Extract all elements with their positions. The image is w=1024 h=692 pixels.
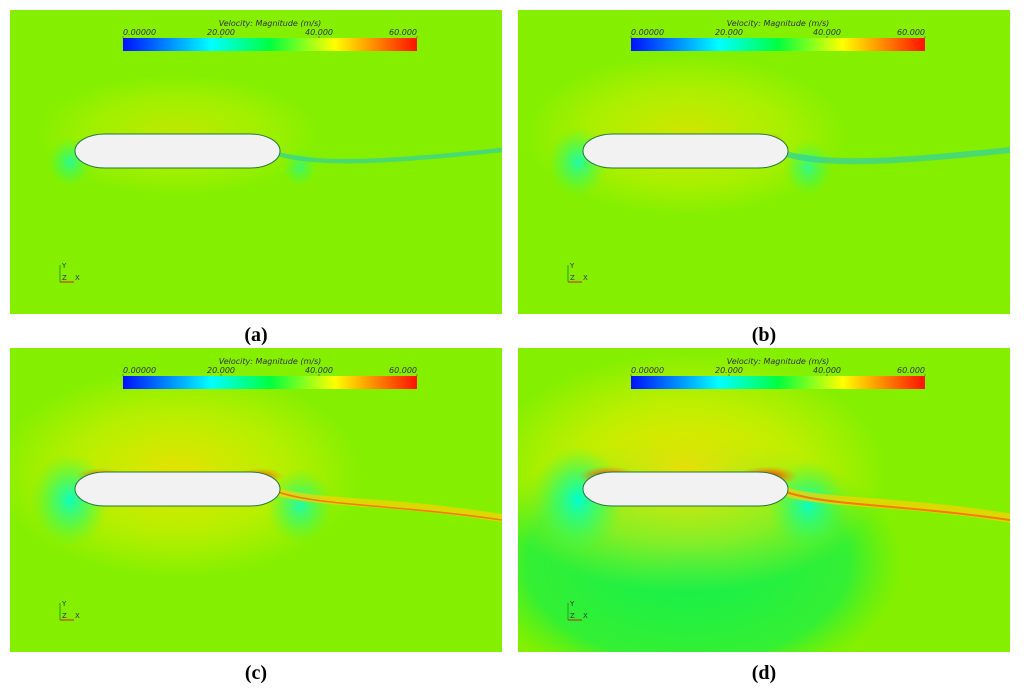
colorbar-tick-label: 0.00000 bbox=[631, 28, 664, 37]
colorbar-tick-label: 0.00000 bbox=[123, 28, 156, 37]
colorbar-tick-label: 60.000 bbox=[897, 366, 925, 375]
colorbar-tick-label: 40.000 bbox=[813, 28, 841, 37]
wake bbox=[785, 147, 1010, 165]
colorbar-tick-label: 40.000 bbox=[305, 28, 333, 37]
axis-y-label: Y bbox=[61, 600, 67, 608]
airfoil bbox=[74, 471, 281, 507]
axis-x-label: X bbox=[583, 274, 588, 282]
colorbar-tick-label: 40.000 bbox=[813, 366, 841, 375]
wake-core bbox=[785, 491, 1010, 521]
axis-z-label: Z bbox=[570, 612, 575, 620]
axis-x-label: X bbox=[583, 612, 588, 620]
colorbar-tick-label: 60.000 bbox=[389, 366, 417, 375]
colorbar bbox=[123, 376, 417, 389]
airfoil bbox=[582, 133, 789, 169]
panel: Velocity: Magnitude (m/s) 0.00000 20.000 40… bbox=[518, 10, 1010, 314]
colorbar-tick-label: 60.000 bbox=[897, 28, 925, 37]
colorbar bbox=[123, 38, 417, 51]
field bbox=[10, 348, 502, 652]
panel: Velocity: Magnitude (m/s) 0.00000 20.000 40… bbox=[518, 348, 1010, 652]
panel-caption: (b) bbox=[752, 324, 776, 346]
colorbar bbox=[631, 376, 925, 389]
colorbar-tick-label: 0.00000 bbox=[631, 366, 664, 375]
airfoil bbox=[582, 471, 789, 507]
colorbar-title: Velocity: Magnitude (m/s) bbox=[219, 19, 322, 28]
colorbar-title: Velocity: Magnitude (m/s) bbox=[727, 19, 830, 28]
axis-z-label: Z bbox=[62, 274, 67, 282]
colorbar-tick-label: 20.000 bbox=[207, 366, 235, 375]
te-region bbox=[783, 140, 833, 196]
colorbar-title: Velocity: Magnitude (m/s) bbox=[219, 357, 322, 366]
te-region bbox=[768, 461, 848, 551]
axis-y-label: Y bbox=[61, 262, 67, 270]
colorbar-tick-label: 20.000 bbox=[207, 28, 235, 37]
colorbar-tick-label: 20.000 bbox=[715, 366, 743, 375]
colorbar-tick-label: 60.000 bbox=[389, 28, 417, 37]
field bbox=[10, 10, 502, 314]
colorbar bbox=[631, 38, 925, 51]
field bbox=[518, 10, 1010, 314]
panel-caption: (d) bbox=[752, 662, 776, 684]
te-region bbox=[266, 468, 334, 544]
axis-y-label: Y bbox=[569, 262, 575, 270]
axis-z-label: Z bbox=[62, 612, 67, 620]
axis-x-label: X bbox=[75, 612, 80, 620]
colorbar-title: Velocity: Magnitude (m/s) bbox=[727, 357, 830, 366]
panel-caption: (a) bbox=[244, 324, 267, 346]
wake bbox=[277, 147, 502, 164]
airfoil bbox=[74, 133, 281, 169]
wake-core bbox=[277, 491, 502, 521]
colorbar-tick-label: 40.000 bbox=[305, 366, 333, 375]
panel-caption: (c) bbox=[245, 662, 267, 684]
field bbox=[518, 348, 1010, 652]
axis-z-label: Z bbox=[570, 274, 575, 282]
axis-x-label: X bbox=[75, 274, 80, 282]
panel: Velocity: Magnitude (m/s) 0.00000 20.000 40… bbox=[10, 10, 502, 314]
panel: Velocity: Magnitude (m/s) 0.00000 20.000 40… bbox=[10, 348, 502, 652]
axis-y-label: Y bbox=[569, 600, 575, 608]
colorbar-tick-label: 0.00000 bbox=[123, 366, 156, 375]
colorbar-tick-label: 20.000 bbox=[715, 28, 743, 37]
